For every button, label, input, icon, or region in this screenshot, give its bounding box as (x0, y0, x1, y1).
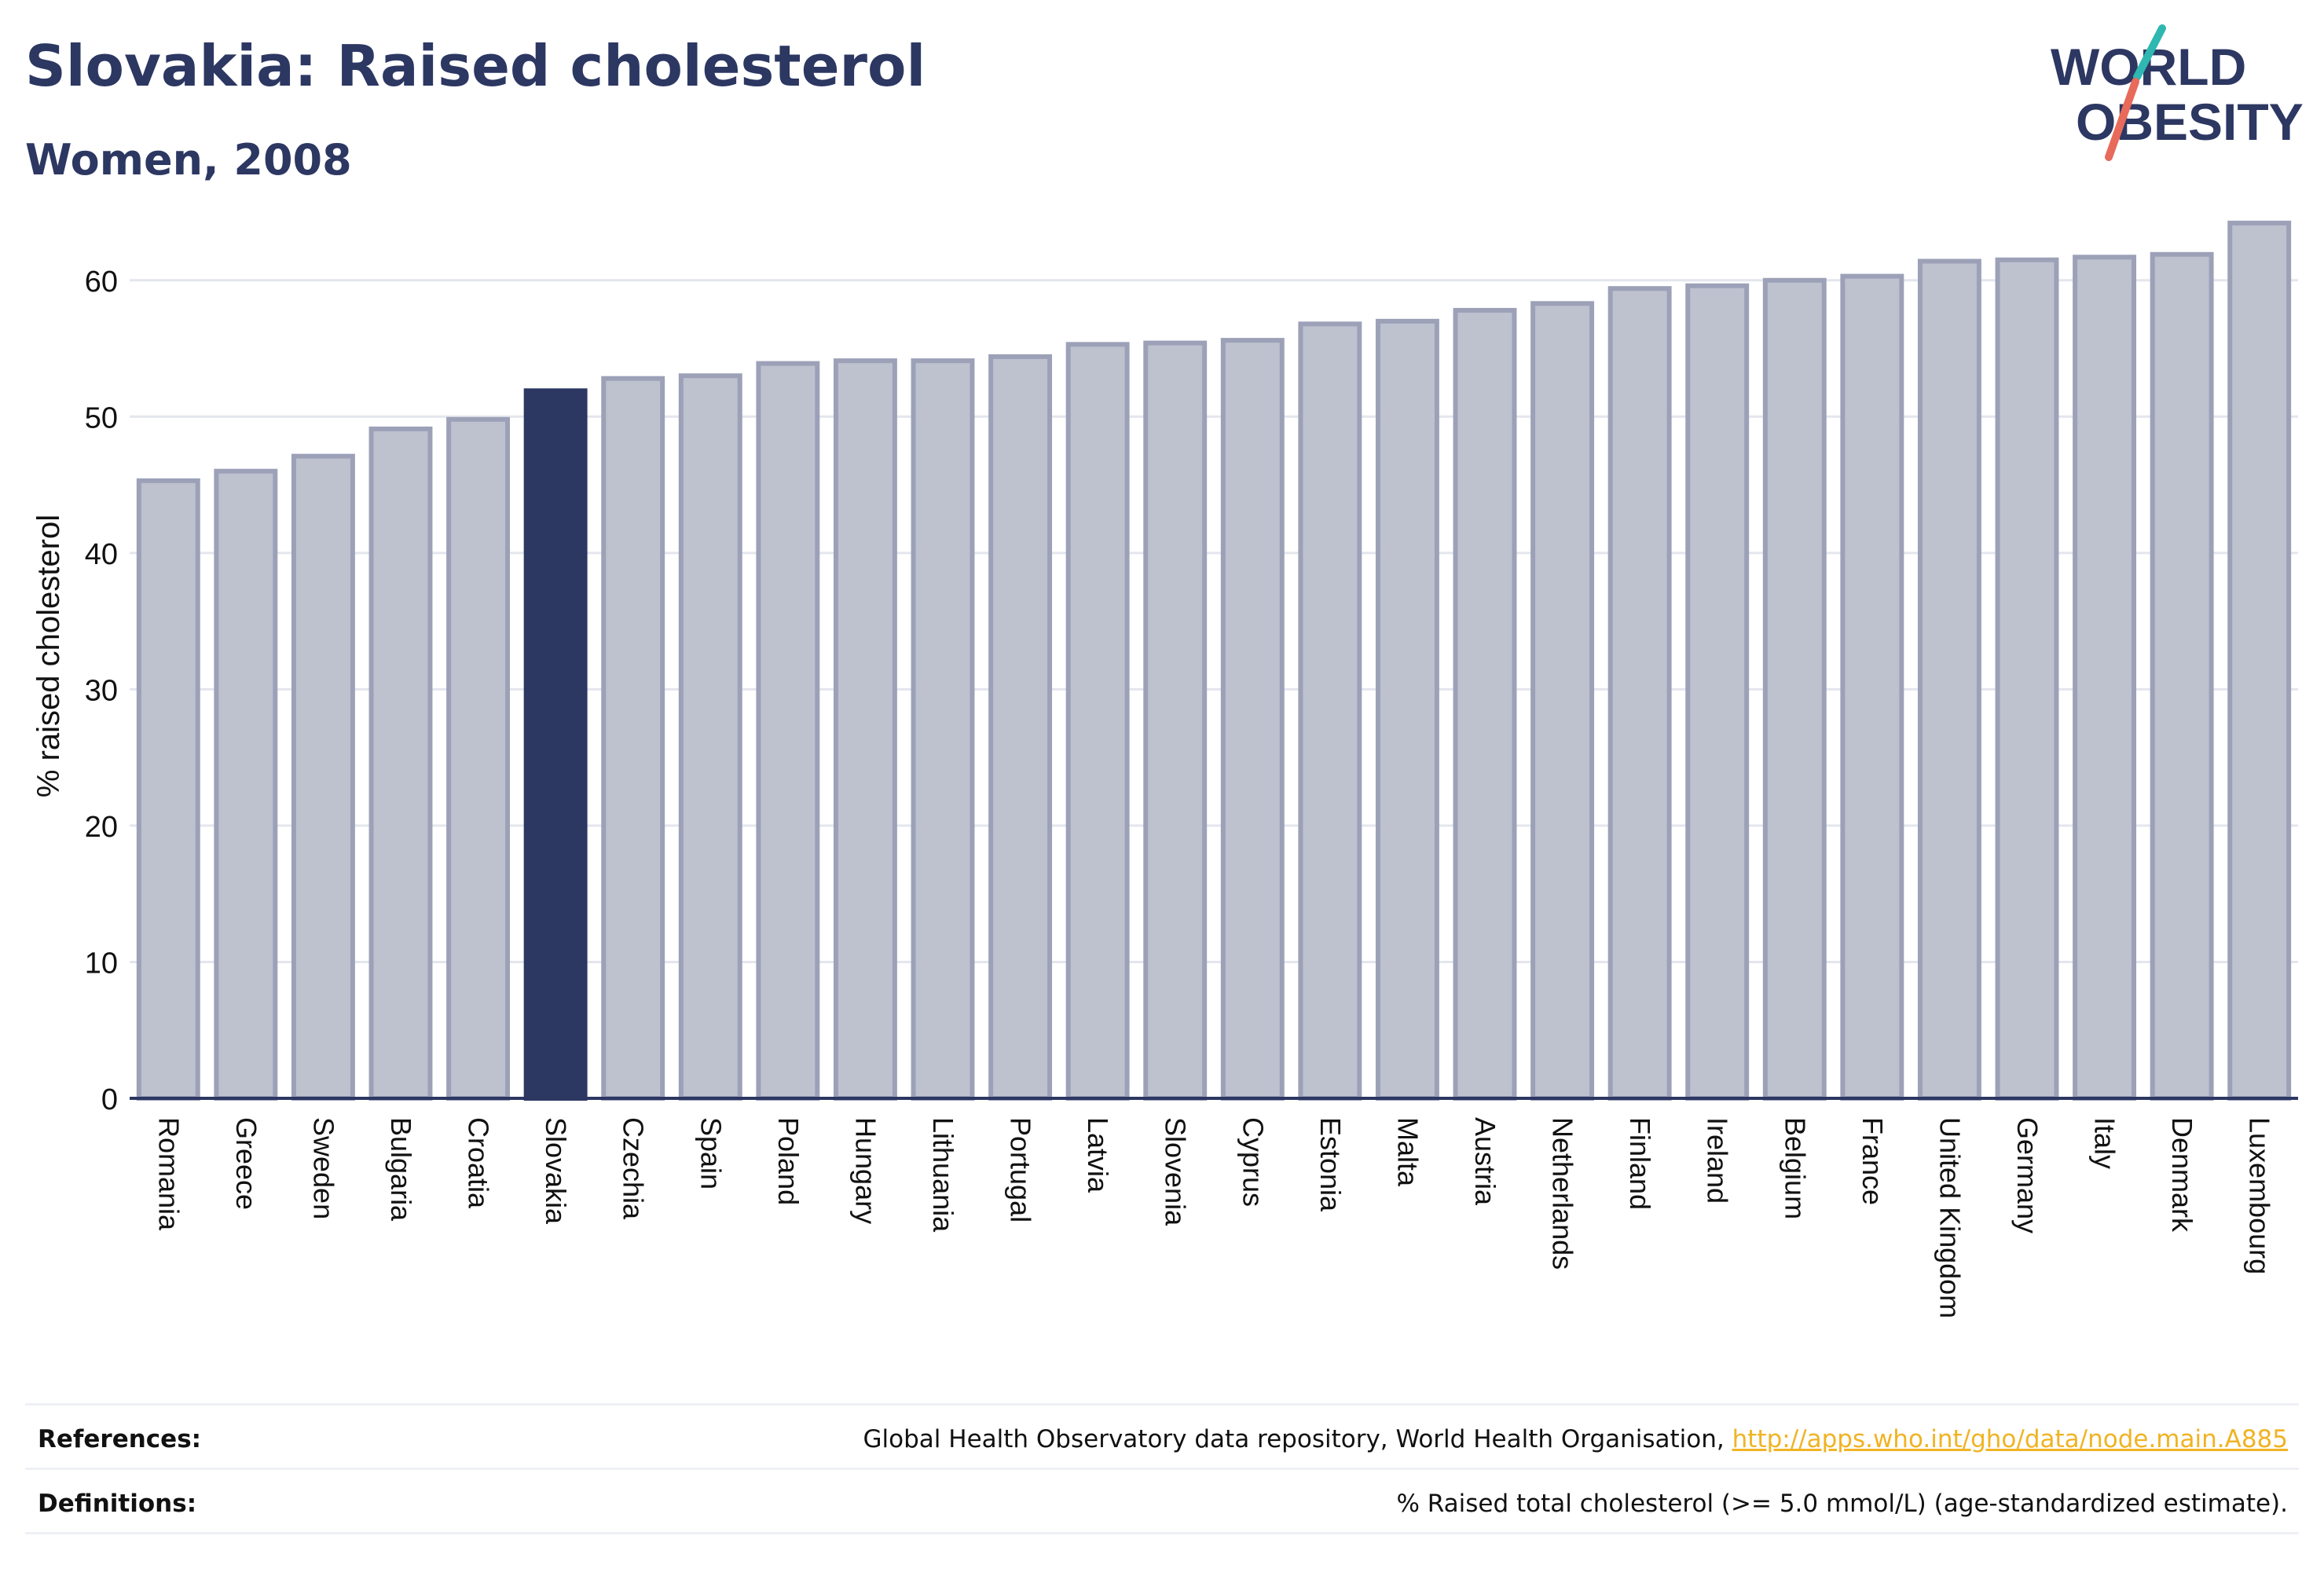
bar-lithuania (911, 358, 975, 1101)
x-tick-label: Finland (1624, 1117, 1656, 1210)
bar-hungary (833, 358, 897, 1101)
bar-finland (1607, 286, 1672, 1101)
y-tick-labels: 0 10 20 30 40 50 60 (85, 266, 118, 1116)
bar-portugal (988, 354, 1053, 1101)
bar-slovenia (1143, 340, 1208, 1101)
x-tick-label: Malta (1391, 1117, 1424, 1187)
x-tick-label: Luxembourg (2244, 1117, 2276, 1274)
bar-czechia (601, 376, 665, 1101)
bar-luxembourg (2227, 220, 2292, 1101)
bar-spain (678, 373, 742, 1101)
bar-united-kingdom (1917, 258, 1981, 1101)
footer-divider-top (25, 1403, 2299, 1406)
footer-divider-middle (25, 1468, 2299, 1470)
bar-croatia (446, 416, 511, 1101)
bar-denmark (2150, 251, 2214, 1101)
bar-france (1840, 273, 1904, 1101)
definitions-label: Definitions: (38, 1490, 197, 1518)
bars-layer (136, 220, 2292, 1101)
y-tick-label: 40 (85, 538, 118, 571)
definitions-text: % Raised total cholesterol (>= 5.0 mmol/… (1396, 1490, 2288, 1518)
y-tick-label: 60 (85, 266, 118, 299)
bar-greece (214, 468, 278, 1101)
references-text: Global Health Observatory data repositor… (863, 1425, 2288, 1453)
x-tick-label: Cyprus (1237, 1117, 1269, 1207)
bar-sweden (291, 453, 355, 1101)
y-tick-label: 0 (101, 1083, 118, 1116)
x-tick-label: Germany (2011, 1117, 2044, 1233)
bar-slovakia (523, 388, 588, 1101)
x-tick-label: United Kingdom (1934, 1117, 1966, 1318)
bar-ireland (1685, 283, 1750, 1101)
x-tick-label: Slovakia (540, 1117, 572, 1225)
bar-cyprus (1220, 338, 1285, 1101)
bar-poland (756, 361, 820, 1101)
bar-netherlands (1530, 301, 1595, 1101)
x-tick-label: Romania (152, 1117, 185, 1231)
bar-romania (136, 478, 200, 1101)
y-tick-label: 30 (85, 674, 118, 707)
bar-bulgaria (368, 426, 433, 1101)
references-link[interactable]: http://apps.who.int/gho/data/node.main.A… (1732, 1425, 2288, 1453)
y-tick-label: 10 (85, 947, 118, 980)
x-tick-label: Bulgaria (385, 1117, 417, 1222)
chart-subtitle: Women, 2008 (25, 135, 352, 185)
x-tick-label: Austria (1469, 1117, 1501, 1206)
x-tick-label: Sweden (307, 1117, 339, 1219)
x-tick-label: Lithuania (927, 1117, 959, 1233)
y-tick-label: 50 (85, 401, 118, 434)
x-tick-label: Poland (772, 1117, 805, 1205)
x-tick-label: Latvia (1082, 1117, 1114, 1193)
x-tick-label: Croatia (463, 1117, 495, 1209)
references-label: References: (38, 1425, 202, 1453)
chart-title: Slovakia: Raised cholesterol (25, 33, 926, 99)
references-source: Global Health Observatory data repositor… (863, 1425, 1732, 1453)
bar-italy (2073, 255, 2137, 1101)
x-tick-labels: Romania Greece Sweden Bulgaria Croatia Slovak… (152, 1117, 2275, 1318)
x-tick-label: Estonia (1314, 1117, 1347, 1212)
x-tick-label: Greece (230, 1117, 262, 1210)
x-tick-label: Italy (2089, 1117, 2121, 1169)
logo-slash-coral (2105, 78, 2139, 161)
x-tick-label: France (1857, 1117, 1889, 1205)
x-tick-label: Spain (695, 1117, 727, 1189)
x-tick-label: Portugal (1005, 1117, 1037, 1222)
y-tick-label: 20 (85, 811, 118, 844)
y-axis-label: % raised cholesterol (31, 515, 66, 797)
x-tick-label: Netherlands (1547, 1117, 1579, 1270)
bar-belgium (1762, 277, 1827, 1101)
bar-austria (1453, 307, 1517, 1101)
x-tick-label: Slovenia (1160, 1117, 1192, 1226)
bar-chart: 0 10 20 30 40 50 60 Romania Greece Sweden Bulgari… (31, 220, 2298, 1318)
x-tick-label: Belgium (1779, 1117, 1811, 1219)
bar-malta (1375, 318, 1439, 1101)
bar-germany (1995, 257, 2059, 1101)
footer-divider-bottom (25, 1532, 2299, 1534)
logo-slash-teal (2133, 24, 2166, 81)
x-tick-label: Czechia (618, 1117, 650, 1220)
x-tick-label: Ireland (1702, 1117, 1734, 1204)
bar-latvia (1065, 342, 1130, 1101)
bar-estonia (1298, 321, 1362, 1101)
x-tick-label: Hungary (849, 1117, 882, 1224)
world-obesity-logo: WORLD OBESITY (2051, 24, 2304, 161)
x-tick-label: Denmark (2166, 1117, 2198, 1233)
